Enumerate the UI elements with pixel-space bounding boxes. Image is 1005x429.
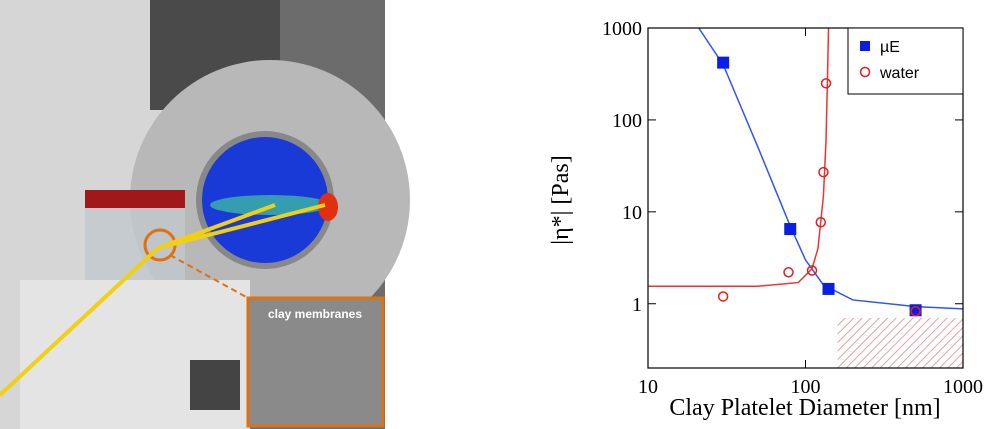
data-point [818,166,829,178]
x-axis-label: Clay Platelet Diameter [nm] [669,395,940,421]
fit-curve [648,28,830,288]
y-tick-label: 1 [632,294,642,316]
inset-image [246,296,385,428]
hatched-region [837,317,963,368]
legend-label: water [879,65,920,82]
fit-curve [698,28,963,310]
y-tick-label: 10 [622,202,642,224]
plot-frame [647,27,964,369]
chart: Clay Platelet Diameter [nm] |η*| [Pas] 1… [548,18,983,421]
beam-arrow [0,246,160,397]
red-lid [85,190,185,208]
control-panel [190,360,240,410]
data-point [910,305,921,317]
x-tick-label: 10 [638,376,658,398]
sample-cup [85,200,185,280]
beam-arrow [157,203,276,250]
data-point [717,291,729,302]
x-tick-label: 100 [791,376,821,398]
photo: clay membranes [0,0,410,429]
beam-arrow [157,203,326,250]
data-point [784,223,797,236]
data-point [820,78,832,89]
legend-box [847,27,964,95]
legend-marker [859,66,871,78]
x-tick-label: 1000 [943,376,983,398]
y-tick-label: 1000 [602,18,642,40]
data-point [806,265,818,276]
data-point [717,56,730,69]
data-point [822,282,835,295]
legend-marker [860,41,870,51]
inset-pointer [169,254,249,299]
data-point [783,267,794,278]
y-tick-label: 100 [612,110,642,132]
inset-label: clay membranes [268,307,362,321]
legend-label: µE [880,39,900,56]
beam-stop [318,193,338,221]
y-axis-label: |η*| [Pas] [548,155,574,244]
data-point [815,217,827,228]
